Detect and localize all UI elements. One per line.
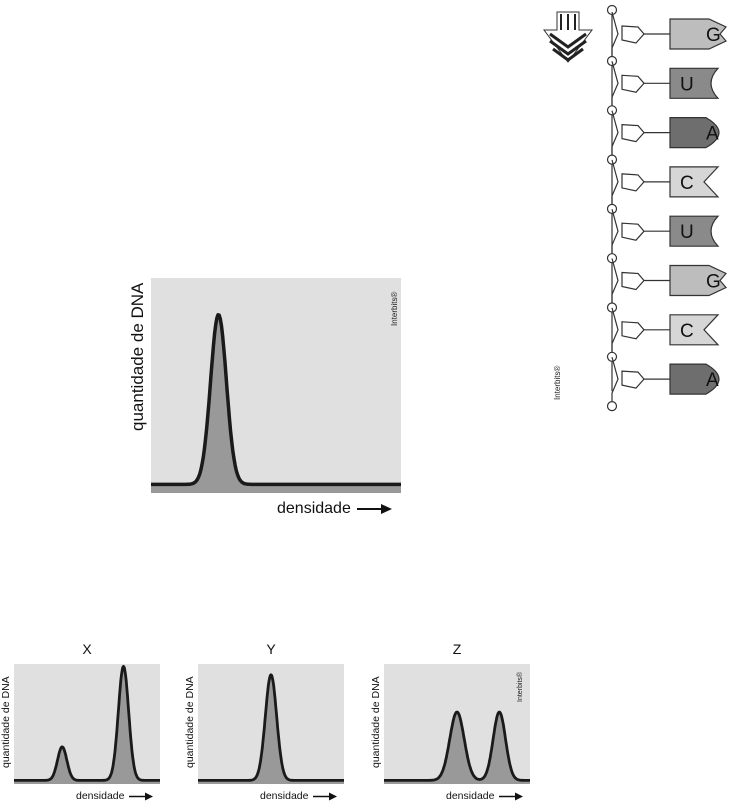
base-u-shape	[669, 67, 720, 99]
backbone-segment	[611, 307, 619, 357]
ribose-sugar-icon	[621, 173, 645, 192]
small-plot-area	[14, 664, 160, 784]
small-xlabel-text: densidade	[260, 790, 309, 802]
nucleotide-2: U	[606, 61, 720, 116]
main-ylabel: quantidade de DNA	[128, 282, 147, 431]
small-ylabel: quantidade de DNA	[184, 676, 196, 768]
small-watermark: Interbits®	[517, 671, 524, 702]
ribose-sugar-icon	[621, 271, 645, 291]
nucleotide-7: C	[606, 307, 720, 362]
small-curve-area	[198, 674, 344, 784]
chart-title: X	[82, 641, 92, 657]
main-plot-area	[151, 278, 401, 493]
base-c-shape	[669, 314, 720, 346]
small-xlabel: densidade	[76, 790, 154, 802]
base-a-shape	[669, 363, 720, 395]
small-curve-svg	[14, 665, 160, 784]
right-arrow-icon	[313, 792, 338, 801]
main-watermark: Interbits®	[390, 291, 399, 326]
phosphate-icon	[606, 351, 618, 362]
base-letter: U	[680, 222, 694, 243]
small-ylabel: quantidade de DNA	[370, 676, 382, 768]
phosphate-icon	[606, 203, 618, 214]
small-curve-line	[198, 673, 344, 782]
main-xlabel: densidade	[277, 500, 393, 518]
small-xlabel: densidade	[260, 790, 338, 802]
nucleotide-1: G	[606, 11, 727, 67]
base-letter: G	[706, 272, 721, 293]
backbone-segment	[611, 11, 619, 61]
right-arrow-icon	[129, 792, 154, 801]
ribose-sugar-icon	[621, 370, 645, 389]
phosphate-icon	[606, 154, 618, 165]
right-arrow-icon	[499, 792, 524, 801]
backbone-segment	[611, 209, 619, 259]
backbone-segment	[611, 356, 619, 407]
nucleotide-3: A	[606, 110, 720, 165]
base-letter: C	[680, 173, 694, 194]
nucleotide-5: U	[606, 209, 720, 264]
backbone-segment	[611, 258, 619, 308]
base-letter: G	[706, 25, 721, 46]
base-letter: U	[680, 74, 694, 95]
chart-title: Z	[452, 641, 462, 657]
phosphate-icon	[606, 401, 618, 412]
ribose-sugar-icon	[621, 222, 645, 241]
small-curve-svg	[384, 710, 530, 784]
small-xlabel-text: densidade	[446, 790, 495, 802]
ribose-sugar-icon	[621, 123, 645, 143]
phosphate-icon	[606, 105, 618, 116]
small-plot-area	[384, 664, 530, 784]
main-curve-line	[151, 313, 401, 487]
main-curve-area	[151, 314, 401, 493]
right-arrow-icon	[357, 503, 393, 514]
base-c-shape	[669, 166, 720, 198]
base-g-shape	[669, 264, 727, 297]
small-curve-area	[384, 712, 530, 784]
ribose-sugar-icon	[621, 74, 645, 93]
nucleotide-6: G	[606, 258, 727, 313]
backbone-segment	[611, 61, 619, 111]
small-curve-area	[14, 666, 160, 784]
base-u-shape	[669, 215, 720, 247]
ribose-sugar-icon	[621, 321, 645, 340]
base-g-shape	[669, 18, 727, 50]
ribose-sugar-icon	[621, 25, 645, 44]
small-plot-area	[198, 664, 344, 784]
nucleotide-4: C	[606, 159, 720, 214]
phosphate-icon	[606, 55, 618, 67]
backbone-segment	[611, 110, 619, 160]
small-ylabel: quantidade de DNA	[0, 676, 12, 768]
phosphate-icon	[606, 302, 618, 313]
small-curve-svg	[198, 673, 344, 784]
small-curve-line	[14, 665, 160, 782]
phosphate-icon	[606, 4, 618, 16]
backbone-segment	[611, 159, 619, 209]
base-a-shape	[669, 117, 720, 149]
small-xlabel: densidade	[446, 790, 524, 802]
rna-strand-diagram: G U A C U G C A	[543, 4, 727, 412]
phosphate-icon	[606, 253, 618, 264]
main-xlabel-text: densidade	[277, 500, 351, 517]
small-xlabel-text: densidade	[76, 790, 125, 802]
main-curve-svg	[151, 313, 401, 493]
small-curve-line	[384, 710, 530, 782]
striped-down-arrow-icon	[543, 11, 593, 63]
chart-title: Y	[266, 641, 276, 657]
base-letter: A	[706, 370, 719, 391]
base-letter: A	[706, 124, 719, 145]
base-letter: C	[680, 321, 694, 342]
nucleotide-8: A	[606, 356, 720, 412]
